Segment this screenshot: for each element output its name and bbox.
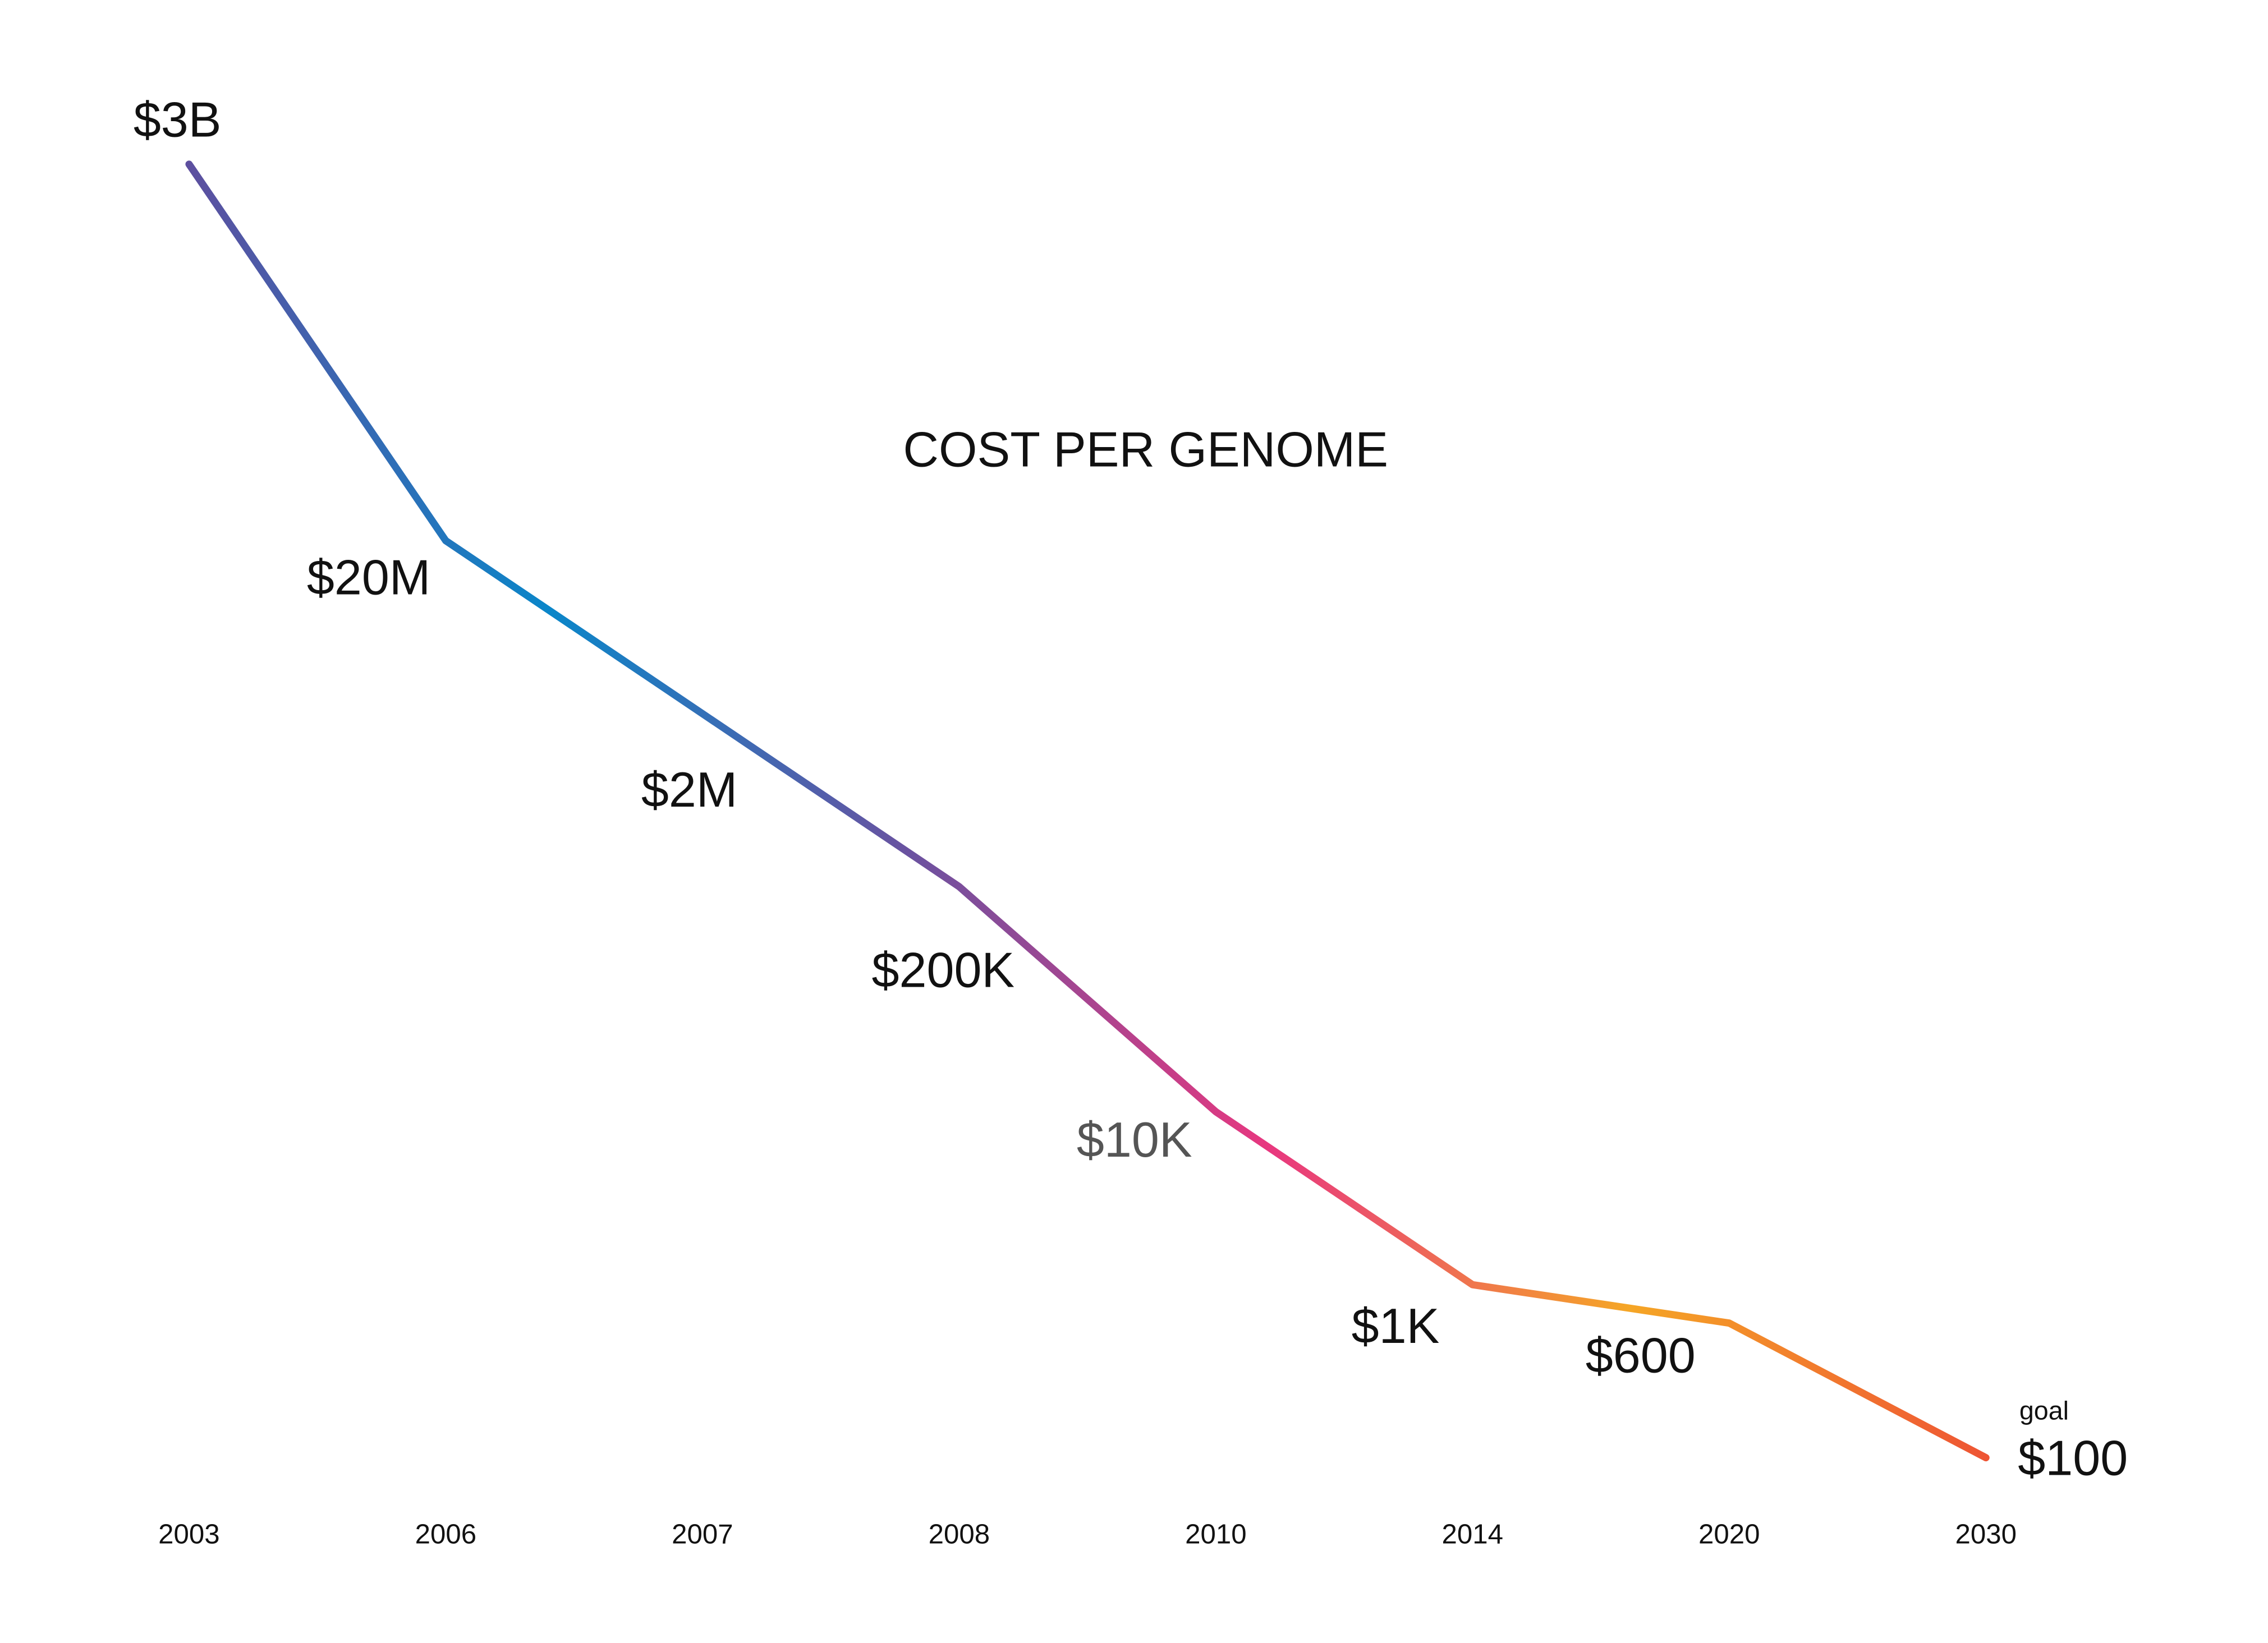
x-tick-label: 2006 <box>415 1519 477 1550</box>
line <box>185 160 1990 1462</box>
value-label: $20M <box>307 550 430 605</box>
annotation: goal <box>2019 1396 2069 1425</box>
x-tick-label: 2014 <box>1442 1519 1504 1550</box>
x-tick-label: 2030 <box>1955 1519 2017 1550</box>
x-tick-label: 2010 <box>1185 1519 1247 1550</box>
value-label: $3B <box>134 91 222 147</box>
value-label: $1K <box>1352 1298 1440 1354</box>
value-label: $100 <box>2018 1430 2128 1486</box>
value-label: $10K <box>1077 1112 1192 1167</box>
chart-title: COST PER GENOME <box>903 422 1388 477</box>
x-tick-label: 2003 <box>158 1519 219 1550</box>
x-tick-label: 2008 <box>929 1519 990 1550</box>
x-tick-label: 2007 <box>672 1519 733 1550</box>
value-label: $600 <box>1586 1328 1696 1383</box>
value-label: $2M <box>641 762 737 817</box>
value-label: $200K <box>872 942 1015 997</box>
x-tick-label: 2020 <box>1698 1519 1760 1550</box>
